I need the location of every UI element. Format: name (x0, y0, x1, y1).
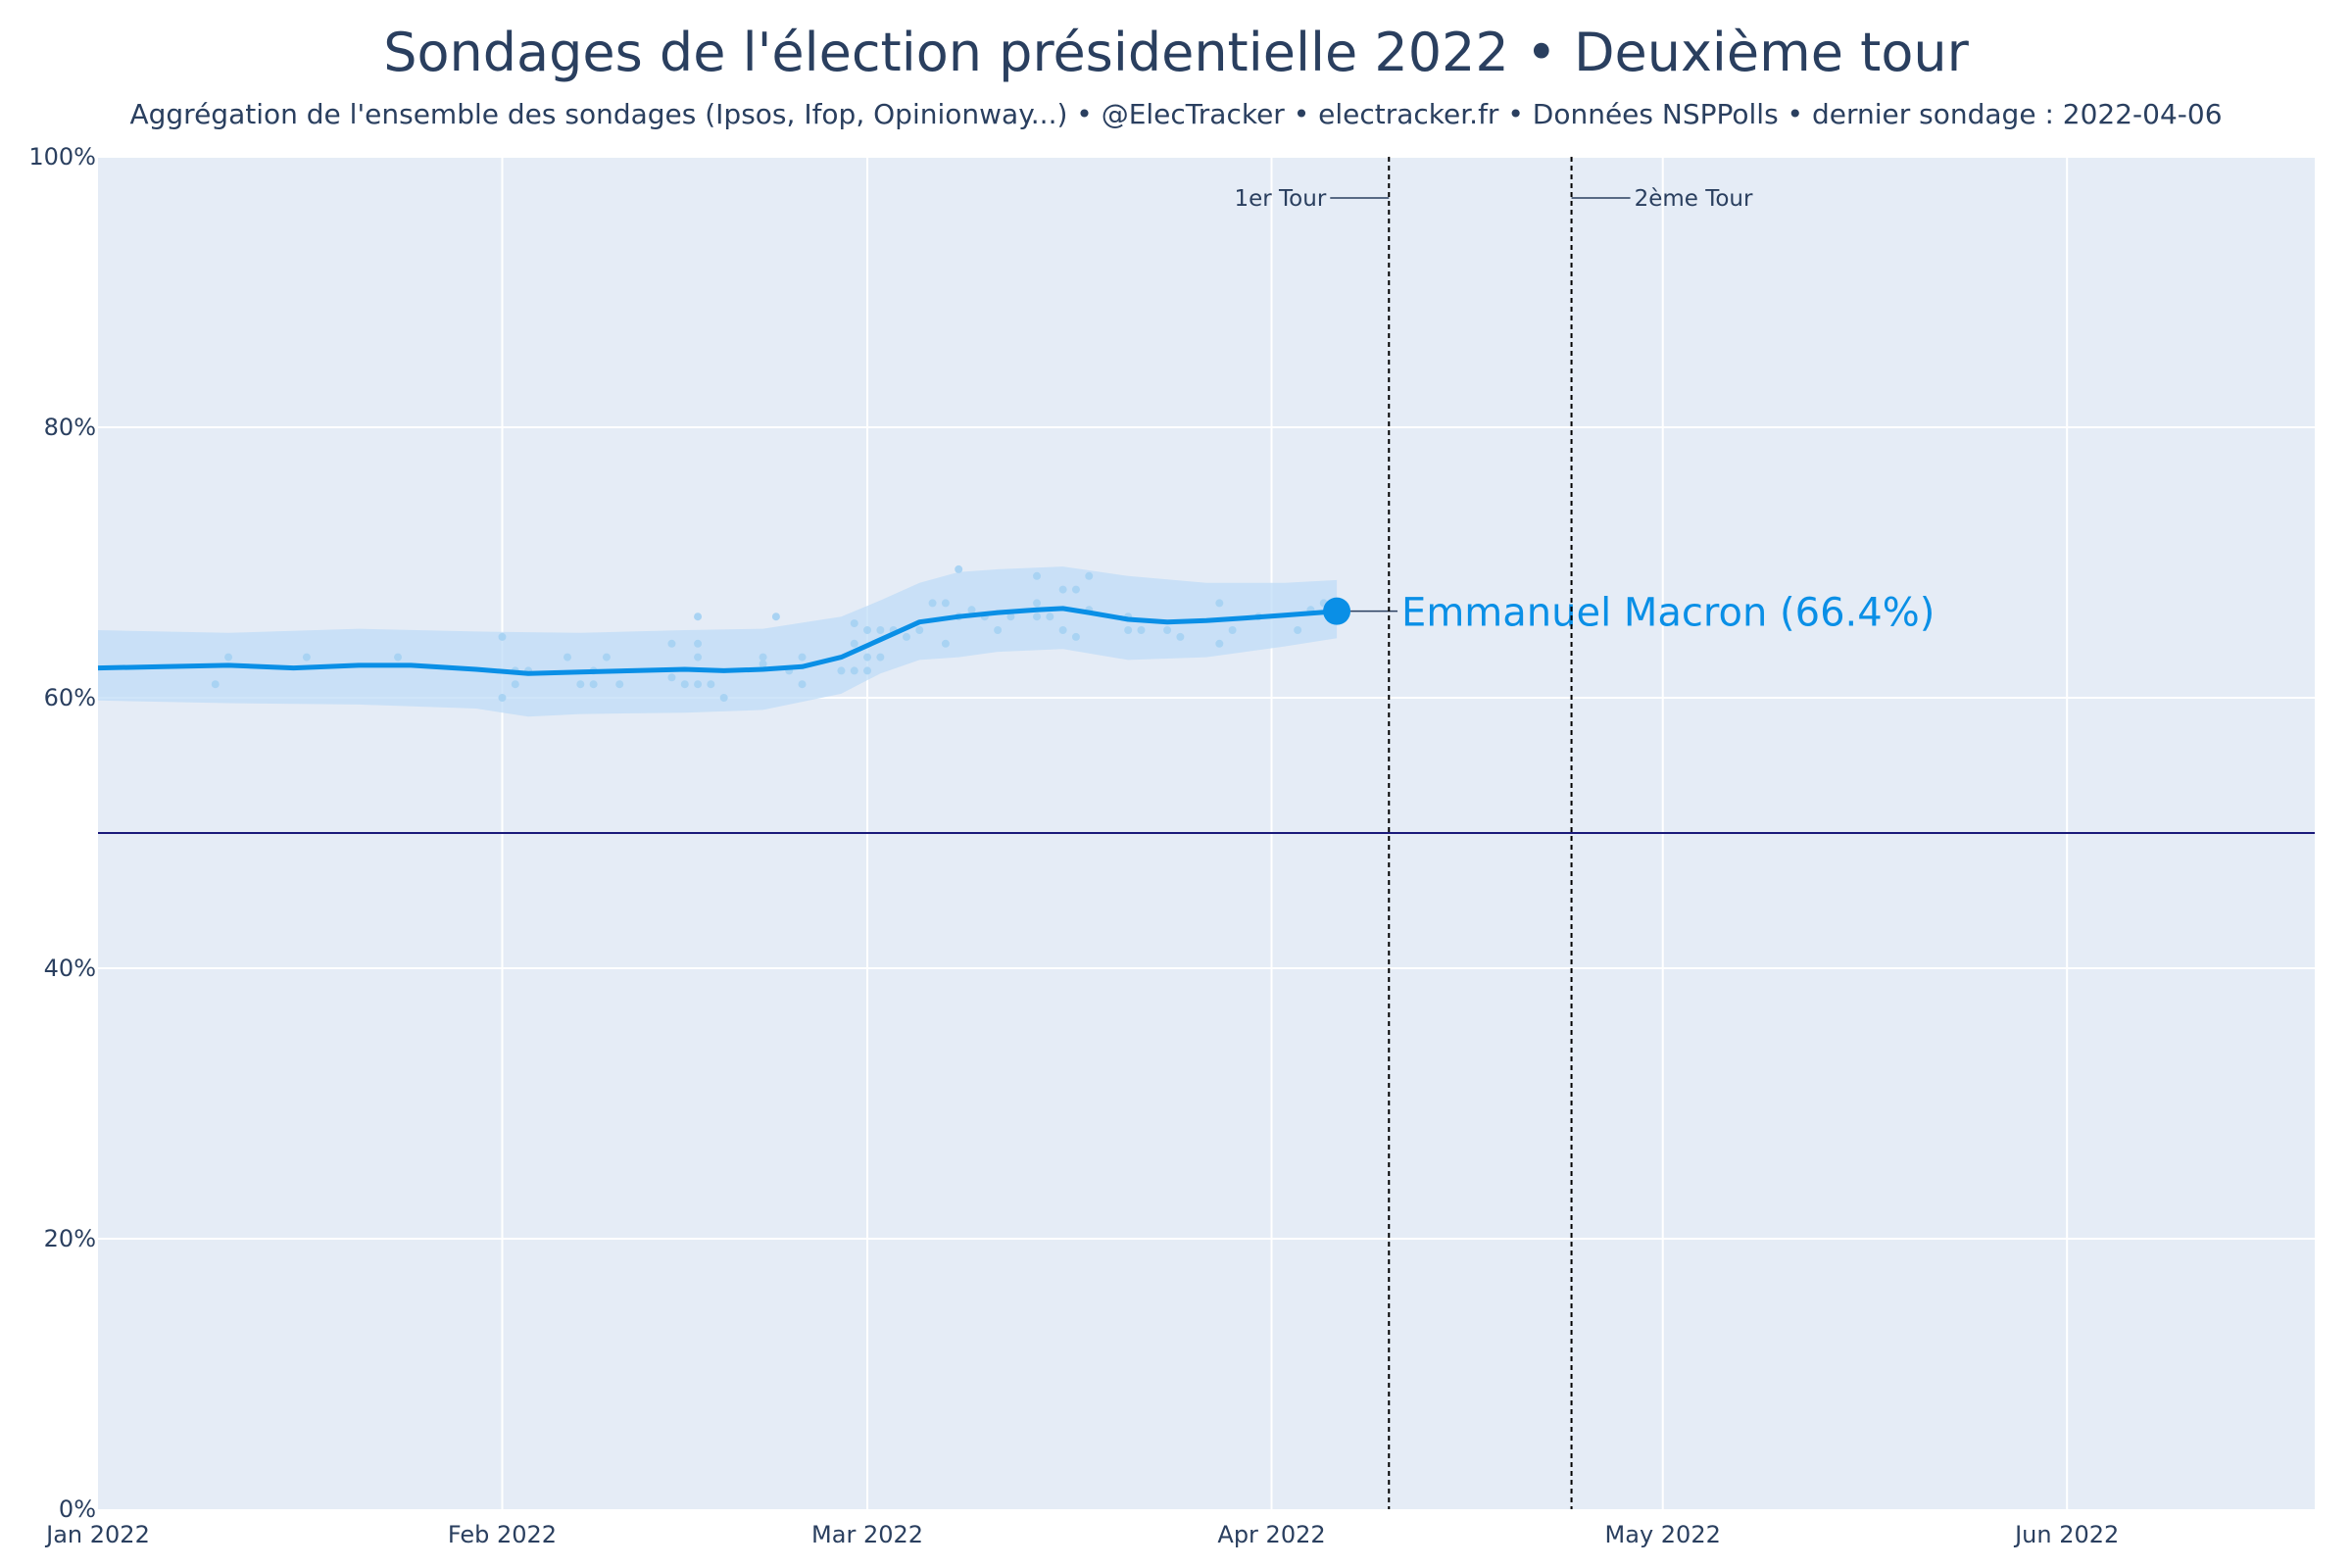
poll-point (511, 680, 519, 689)
y-tick-label: 60% (44, 684, 96, 711)
poll-point (694, 639, 703, 648)
poll-point (915, 626, 924, 634)
poll-point (1033, 599, 1042, 608)
poll-point (498, 694, 507, 702)
event-label: 2ème Tour (1635, 186, 1753, 212)
poll-point (1215, 639, 1224, 648)
poll-point (498, 632, 507, 641)
poll-point (589, 680, 598, 689)
poll-point (1033, 612, 1042, 621)
poll-point (876, 626, 885, 634)
poll-point (719, 694, 728, 702)
poll-point (602, 653, 611, 662)
x-tick-label: Feb 2022 (448, 1521, 557, 1548)
poll-point (667, 639, 676, 648)
y-tick-label: 20% (44, 1225, 96, 1252)
poll-point (967, 606, 976, 614)
poll-point (211, 680, 220, 689)
poll-point (759, 660, 767, 668)
x-tick-label: Jan 2022 (44, 1521, 150, 1548)
poll-point (850, 639, 858, 648)
poll-point (798, 680, 807, 689)
poll-point (694, 680, 703, 689)
poll-point (876, 653, 885, 662)
x-tick-label: Apr 2022 (1217, 1521, 1325, 1548)
poll-point (1294, 626, 1302, 634)
poll-point (798, 653, 807, 662)
poll-point (1228, 626, 1237, 634)
poll-point (694, 653, 703, 662)
trend-layer: Emmanuel Macron (66.4%) (97, 591, 1935, 676)
x-tick-label: Jun 2022 (2013, 1521, 2119, 1548)
series-label: Emmanuel Macron (66.4%) (1401, 591, 1935, 636)
poll-point (1215, 599, 1224, 608)
poll-point (1058, 626, 1067, 634)
poll-point (955, 564, 963, 573)
poll-point (1006, 612, 1015, 621)
event-label: 1er Tour (1234, 186, 1326, 212)
poll-point (576, 680, 585, 689)
chart-title: Sondages de l'élection présidentielle 20… (383, 22, 1969, 83)
poll-point (394, 653, 403, 662)
y-tick-label: 0% (59, 1495, 96, 1523)
poll-point (1071, 585, 1080, 594)
poll-point (694, 612, 703, 621)
poll-point (1124, 626, 1133, 634)
poll-point (941, 599, 950, 608)
poll-point (850, 619, 858, 628)
poll-point (1071, 632, 1080, 641)
chart-subtitle: Aggrégation de l'ensemble des sondages (… (129, 98, 2223, 130)
final-marker (1323, 597, 1351, 625)
poll-point (1033, 571, 1042, 580)
poll-point (850, 666, 858, 675)
axes: 0% 20% 40% 60% 80% 100% Jan 2022 Feb 2022 Mar 20… (28, 143, 2119, 1548)
confidence-band (98, 566, 1338, 717)
poll-point (1046, 612, 1054, 621)
poll-point (564, 653, 572, 662)
poll-point (615, 680, 624, 689)
poll-point (863, 626, 872, 634)
poll-point (1058, 585, 1067, 594)
poll-point (1085, 571, 1094, 580)
poll-point (1163, 626, 1172, 634)
event-markers: 1er Tour 2ème Tour (1234, 157, 1753, 1509)
poll-point (994, 626, 1003, 634)
poll-point (667, 673, 676, 682)
poll-point (759, 653, 767, 662)
confidence-band-layer (98, 566, 1338, 717)
poll-point (863, 653, 872, 662)
poll-point (224, 653, 233, 662)
y-tick-label: 80% (44, 414, 96, 441)
poll-point (771, 612, 780, 621)
poll-point (680, 680, 689, 689)
poll-point (902, 632, 910, 641)
poll-point (941, 639, 950, 648)
poll-point (1137, 626, 1146, 634)
y-tick-label: 40% (44, 955, 96, 982)
poll-point (1176, 632, 1185, 641)
poll-point (928, 599, 937, 608)
y-tick-label: 100% (28, 143, 96, 171)
poll-point (837, 666, 846, 675)
poll-point (302, 653, 311, 662)
x-tick-label: May 2022 (1605, 1521, 1721, 1548)
x-tick-label: Mar 2022 (811, 1521, 923, 1548)
poll-point (863, 666, 872, 675)
trend-line (97, 606, 1338, 676)
poll-point (707, 680, 715, 689)
